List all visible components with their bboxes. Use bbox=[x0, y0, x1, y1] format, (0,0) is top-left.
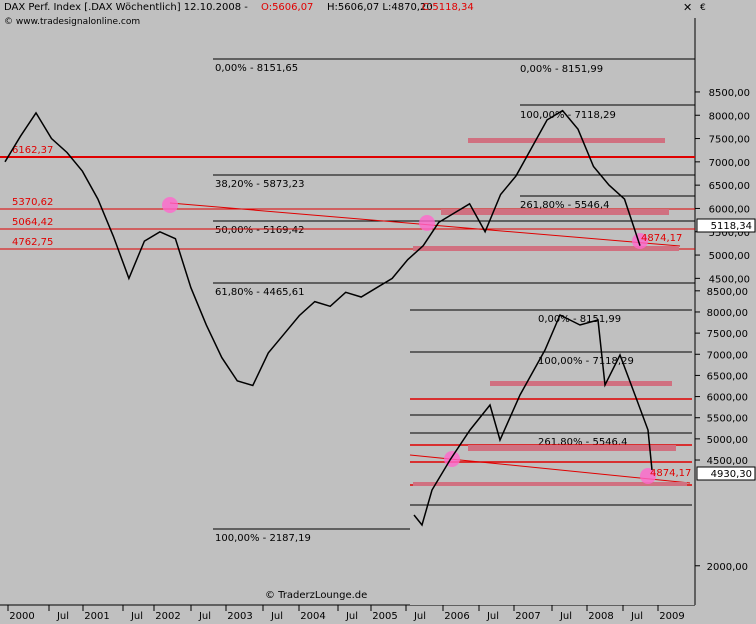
inset-price-line bbox=[413, 313, 653, 527]
y-tick-label: 6000,00 bbox=[709, 204, 750, 215]
y-tick-label: 6500,00 bbox=[709, 181, 750, 192]
inset-fib-label: 261,80% - 5546,4 bbox=[538, 437, 627, 448]
support-label: 6162,37 bbox=[12, 145, 53, 156]
fib-label: 38,20% - 5873,23 bbox=[215, 179, 304, 190]
x-tick-label: 2009 bbox=[659, 611, 684, 622]
last-price-box bbox=[696, 218, 756, 233]
fib-label: 100,00% - 7118,29 bbox=[520, 110, 616, 121]
y-tick-label: 8000,00 bbox=[709, 111, 750, 122]
x-tick-label: 2002 bbox=[155, 611, 180, 622]
inset-band bbox=[413, 482, 687, 486]
x-tick-label: Jul bbox=[413, 611, 426, 622]
inset-y-tick-label: 5500,00 bbox=[707, 414, 748, 425]
euro-icon: € bbox=[700, 3, 706, 13]
support-label: 4762,75 bbox=[12, 237, 53, 248]
x-tick-label: 2001 bbox=[84, 611, 109, 622]
watermark: © TraderzLounge.de bbox=[265, 590, 367, 601]
fib-label: 0,00% - 8151,65 bbox=[215, 63, 298, 74]
inset-last-price-label: 4930,30 bbox=[711, 469, 752, 480]
y-tick-label: 8500,00 bbox=[709, 88, 750, 99]
inset-y-tick-label: 7000,00 bbox=[707, 350, 748, 361]
highlight-circle bbox=[632, 233, 648, 249]
x-tick-label: Jul bbox=[559, 611, 572, 622]
close-icon[interactable]: ✕ bbox=[683, 1, 693, 14]
y-tick-label: 5500,00 bbox=[709, 228, 750, 239]
high-low-value: H:5606,07 L:4870,20 bbox=[327, 2, 433, 13]
y-tick-label: 7500,00 bbox=[709, 135, 750, 146]
open-value: O:5606,07 bbox=[261, 2, 314, 13]
last-price-label: 5118,34 bbox=[711, 221, 752, 232]
inset-y-tick-label: 8500,00 bbox=[707, 287, 748, 298]
support-label: 5370,62 bbox=[12, 197, 53, 208]
x-tick-label: 2007 bbox=[515, 611, 540, 622]
x-tick-label: 2003 bbox=[227, 611, 252, 622]
x-tick-label: Jul bbox=[270, 611, 283, 622]
inset-highlight-circle bbox=[640, 468, 656, 484]
inset-y-tick-label: 7500,00 bbox=[707, 329, 748, 340]
x-tick-label: 2006 bbox=[444, 611, 469, 622]
fib-label: 100,00% - 2187,19 bbox=[215, 533, 311, 544]
chart-header: DAX Perf. Index [.DAX Wöchentlich] 12.10… bbox=[0, 0, 756, 30]
x-tick-label: 2004 bbox=[300, 611, 325, 622]
fib-label: 50,00% - 5169,42 bbox=[215, 225, 304, 236]
fib-label: 0,00% - 8151,99 bbox=[520, 64, 603, 75]
x-tick-label: Jul bbox=[345, 611, 358, 622]
y-tick-label: 5000,00 bbox=[709, 251, 750, 262]
inset-price-annotation: 4874,17 bbox=[650, 468, 691, 479]
inset-y-tick-label: 2000,00 bbox=[707, 562, 748, 573]
price-annotation: 4874,17 bbox=[641, 233, 682, 244]
inset-band bbox=[490, 381, 672, 386]
resistance-band bbox=[441, 209, 669, 215]
x-tick-label: Jul bbox=[56, 611, 69, 622]
x-tick-label: Jul bbox=[630, 611, 643, 622]
inset-y-tick-label: 6000,00 bbox=[707, 393, 748, 404]
x-tick-label: Jul bbox=[486, 611, 499, 622]
inset-last-price-box bbox=[696, 466, 756, 481]
resistance-band bbox=[468, 138, 665, 143]
support-label: 5064,42 bbox=[12, 217, 53, 228]
inset-fib-label: 100,00% - 7118,29 bbox=[538, 356, 634, 367]
highlight-circle bbox=[162, 197, 178, 213]
x-tick-label: 2008 bbox=[588, 611, 613, 622]
y-tick-label: 7000,00 bbox=[709, 158, 750, 169]
price-line bbox=[4, 109, 641, 387]
inset-band bbox=[468, 445, 676, 451]
inset-y-tick-label: 5000,00 bbox=[707, 435, 748, 446]
y-tick-label: 4500,00 bbox=[709, 274, 750, 285]
inset-fib-label: 0,00% - 8151,99 bbox=[538, 314, 621, 325]
inset-y-tick-label: 4500,00 bbox=[707, 456, 748, 467]
website-label: © www.tradesignalonline.com bbox=[4, 17, 141, 27]
fib-label: 261,80% - 5546,4 bbox=[520, 200, 609, 211]
x-tick-label: Jul bbox=[130, 611, 143, 622]
x-tick-label: 2000 bbox=[9, 611, 34, 622]
x-tick-label: 2005 bbox=[372, 611, 397, 622]
inset-y-tick-label: 6500,00 bbox=[707, 371, 748, 382]
resistance-band bbox=[413, 246, 679, 251]
close-value: C:5118,34 bbox=[422, 2, 474, 13]
highlight-circle bbox=[419, 215, 435, 231]
chart-title: DAX Perf. Index [.DAX Wöchentlich] 12.10… bbox=[4, 2, 248, 13]
x-tick-label: Jul bbox=[198, 611, 211, 622]
inset-y-tick-label: 8000,00 bbox=[707, 308, 748, 319]
fib-label: 61,80% - 4465,61 bbox=[215, 287, 304, 298]
